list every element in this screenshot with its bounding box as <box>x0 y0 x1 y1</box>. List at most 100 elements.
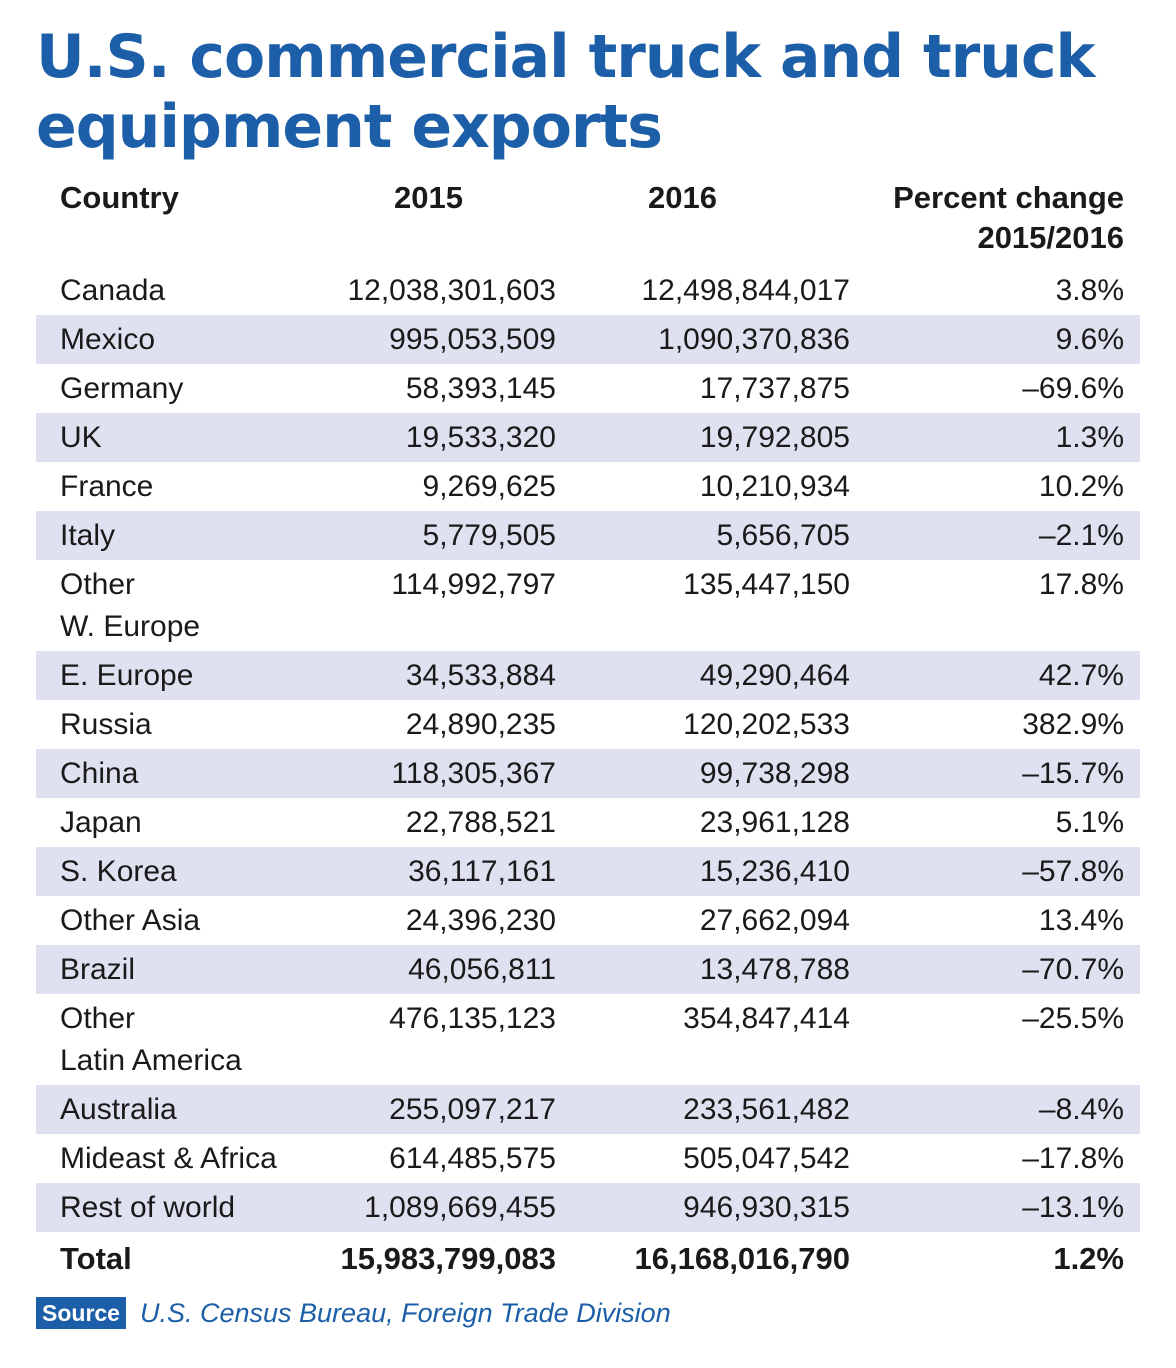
percent-change-cell: –17.8% <box>1022 1142 1124 1175</box>
country-cell: Germany <box>36 364 306 413</box>
country-name-line: China <box>60 757 139 790</box>
value-2016-cell: 17,737,875 <box>699 372 850 405</box>
percent-change-cell: –13.1% <box>852 1183 1140 1232</box>
country-cell: Mexico <box>36 315 306 364</box>
value-2016-cell: 946,930,315 <box>556 1183 852 1232</box>
country-cell: Mideast & Africa <box>36 1134 306 1183</box>
country-name-line: Russia <box>60 708 152 741</box>
table-row: Mexico 995,053,509 1,090,370,836 9.6% <box>36 315 1140 364</box>
value-2016-cell: 1,090,370,836 <box>556 315 852 364</box>
value-2015-cell: 9,269,625 <box>422 470 556 503</box>
country-name-line: Italy <box>60 519 116 552</box>
percent-change-cell: 5.1% <box>1055 806 1124 839</box>
table-row: France 9,269,625 10,210,934 10.2% <box>36 462 1140 511</box>
total-2016: 16,168,016,790 <box>634 1241 851 1276</box>
column-header-2016: 2016 <box>648 180 717 215</box>
percent-change-cell: 1.3% <box>852 413 1140 462</box>
value-2016-cell: 15,236,410 <box>556 847 852 896</box>
value-2016-cell: 27,662,094 <box>699 904 850 937</box>
value-2015-cell: 255,097,217 <box>306 1085 556 1134</box>
value-2015-cell: 58,393,145 <box>405 372 556 405</box>
table-row: Italy 5,779,505 5,656,705 –2.1% <box>36 511 1140 560</box>
country-cell: Other Latin America <box>36 994 306 1085</box>
country-cell: Rest of world <box>36 1183 306 1232</box>
country-name-line: UK <box>60 421 102 454</box>
percent-change-cell: 10.2% <box>1038 470 1124 503</box>
table-row: UK 19,533,320 19,792,805 1.3% <box>36 413 1140 462</box>
country-cell: France <box>36 462 306 511</box>
country-name-line: Other Asia <box>60 904 201 937</box>
table-body: Canada 12,038,301,603 12,498,844,017 3.8% Me… <box>36 266 1140 1232</box>
column-header-2015: 2015 <box>394 180 463 215</box>
country-name-line: Canada <box>60 274 166 307</box>
table-row: S. Korea 36,117,161 15,236,410 –57.8% <box>36 847 1140 896</box>
percent-change-cell: –69.6% <box>1022 372 1124 405</box>
country-name-line: W. Europe <box>60 610 201 643</box>
country-cell: Other W. Europe <box>36 560 306 651</box>
value-2016-cell: 19,792,805 <box>556 413 852 462</box>
country-name-line: S. Korea <box>60 855 177 888</box>
percent-change-cell: 3.8% <box>1055 274 1124 307</box>
country-cell: Brazil <box>36 945 306 994</box>
total-label: Total <box>60 1241 132 1276</box>
value-2016-cell: 135,447,150 <box>683 568 850 601</box>
table-row: Canada 12,038,301,603 12,498,844,017 3.8% <box>36 266 1140 315</box>
chart-title: U.S. commercial truck and truck equipmen… <box>36 22 1146 162</box>
country-cell: Japan <box>36 798 306 847</box>
value-2015-cell: 19,533,320 <box>306 413 556 462</box>
country-name-line: Brazil <box>60 953 136 986</box>
value-2015-cell: 114,992,797 <box>391 568 556 601</box>
percent-change-cell: 13.4% <box>1038 904 1124 937</box>
country-cell: China <box>36 749 306 798</box>
value-2016-cell: 233,561,482 <box>556 1085 852 1134</box>
value-2015-cell: 36,117,161 <box>306 847 556 896</box>
chart-title-line: U.S. commercial truck and truck <box>36 22 1095 92</box>
value-2016-cell: 13,478,788 <box>556 945 852 994</box>
percent-change-cell: –15.7% <box>852 749 1140 798</box>
value-2015-cell: 24,396,230 <box>405 904 556 937</box>
source-label: Source <box>36 1297 126 1329</box>
percent-change-cell: 382.9% <box>1022 708 1124 741</box>
value-2015-cell: 5,779,505 <box>306 511 556 560</box>
percent-change-cell: –70.7% <box>852 945 1140 994</box>
value-2016-cell: 354,847,414 <box>683 1002 850 1035</box>
value-2015-cell: 118,305,367 <box>306 749 556 798</box>
column-header-percent-change: Percent change 2015/2016 <box>852 170 1140 266</box>
table-row: Japan 22,788,521 23,961,128 5.1% <box>36 798 1140 847</box>
country-cell: Italy <box>36 511 306 560</box>
country-name-line: Other <box>60 568 136 601</box>
country-cell: UK <box>36 413 306 462</box>
source-line: Source U.S. Census Bureau, Foreign Trade… <box>36 1296 671 1330</box>
country-name-line: Latin America <box>60 1044 242 1077</box>
exports-table: Country 2015 2016 Percent change 2015/20… <box>36 170 1140 1283</box>
country-name-line: France <box>60 470 154 503</box>
table-row: E. Europe 34,533,884 49,290,464 42.7% <box>36 651 1140 700</box>
percent-change-cell: 42.7% <box>852 651 1140 700</box>
country-cell: S. Korea <box>36 847 306 896</box>
value-2015-cell: 46,056,811 <box>306 945 556 994</box>
table-row: Rest of world 1,089,669,455 946,930,315 –13… <box>36 1183 1140 1232</box>
value-2015-cell: 22,788,521 <box>405 806 556 839</box>
value-2015-cell: 614,485,575 <box>389 1142 556 1175</box>
value-2015-cell: 12,038,301,603 <box>347 274 556 307</box>
country-cell: Other Asia <box>36 896 306 945</box>
country-name-line: Australia <box>60 1093 177 1126</box>
value-2015-cell: 24,890,235 <box>405 708 556 741</box>
percent-change-cell: –8.4% <box>852 1085 1140 1134</box>
country-name-line: Mideast & Africa <box>60 1142 277 1175</box>
percent-change-cell: 17.8% <box>1038 568 1124 601</box>
country-name-line: Mexico <box>60 323 156 356</box>
country-name-line: Rest of world <box>60 1191 236 1224</box>
header-row: Country 2015 2016 Percent change 2015/20… <box>36 170 1140 266</box>
column-header-line: Percent change <box>893 180 1124 215</box>
value-2015-cell: 34,533,884 <box>306 651 556 700</box>
country-name-line: E. Europe <box>60 659 194 692</box>
country-cell: Canada <box>36 266 306 315</box>
value-2016-cell: 10,210,934 <box>699 470 850 503</box>
value-2016-cell: 99,738,298 <box>556 749 852 798</box>
table-row: China 118,305,367 99,738,298 –15.7% <box>36 749 1140 798</box>
value-2015-cell: 995,053,509 <box>306 315 556 364</box>
value-2016-cell: 120,202,533 <box>683 708 850 741</box>
value-2016-cell: 505,047,542 <box>683 1142 850 1175</box>
source-text: U.S. Census Bureau, Foreign Trade Divisi… <box>139 1297 671 1328</box>
